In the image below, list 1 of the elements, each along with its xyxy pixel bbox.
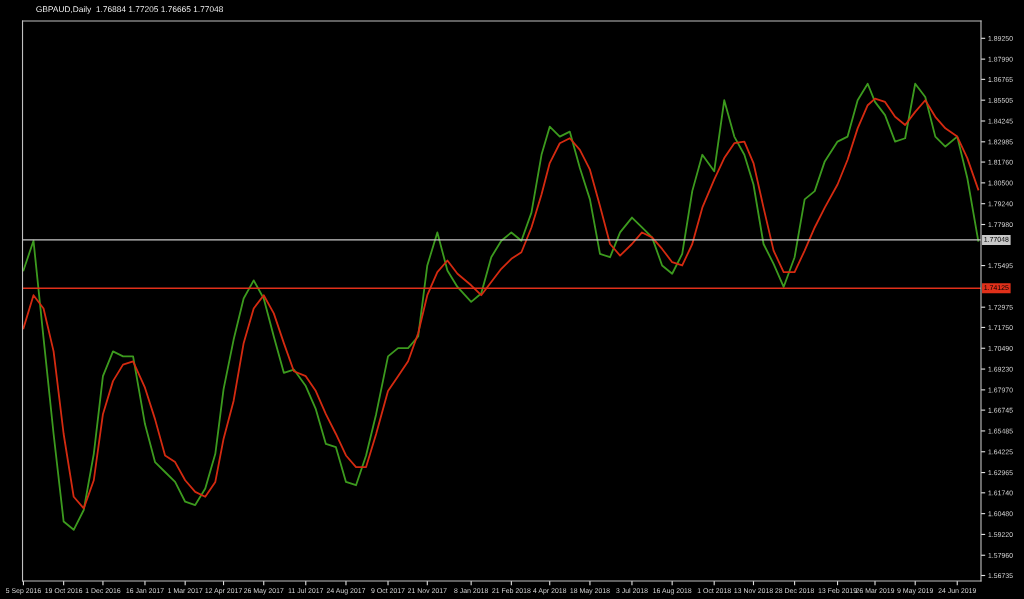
chart-title: GBPAUD,Daily 1.76884 1.77205 1.76665 1.77048 [36,5,223,14]
